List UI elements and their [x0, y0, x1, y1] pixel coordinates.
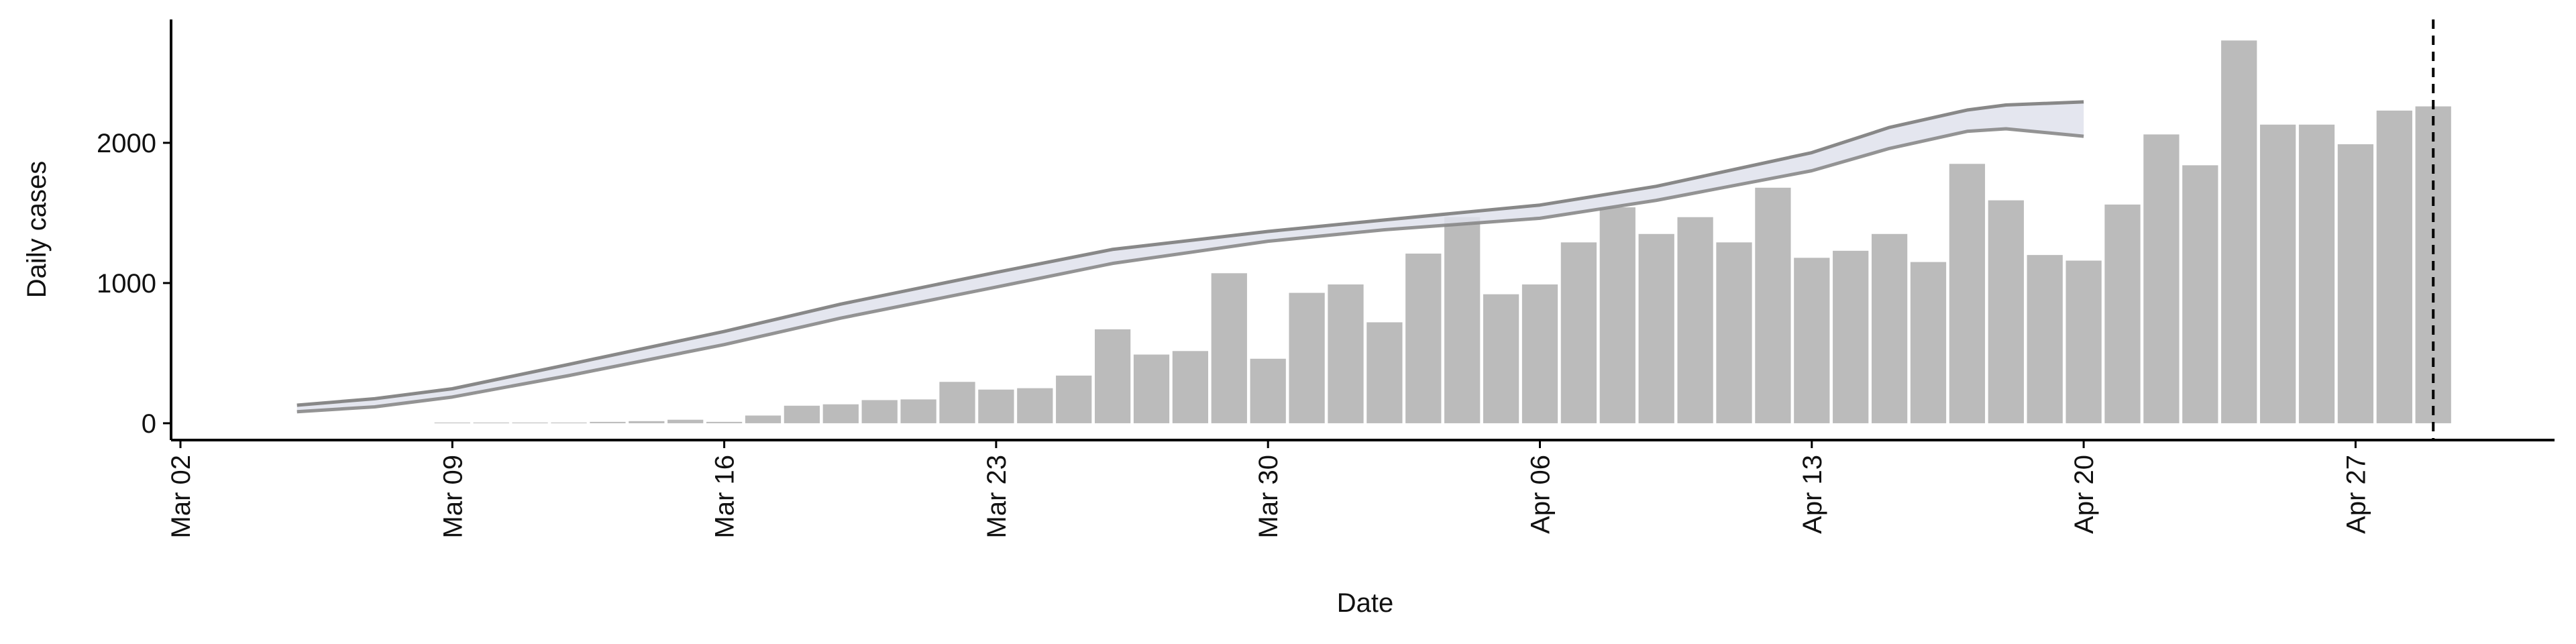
bar	[1949, 164, 1986, 423]
x-tick-label: Mar 30	[1254, 455, 1283, 539]
bar	[667, 419, 704, 423]
bar	[900, 399, 936, 423]
model-lower	[297, 127, 2084, 414]
bar	[1988, 200, 2024, 423]
bar	[1638, 233, 1674, 423]
x-axis-title: Date	[1337, 588, 1394, 618]
bar	[784, 405, 820, 423]
bar	[1405, 254, 1442, 423]
bar	[1794, 258, 1830, 423]
bar	[1716, 242, 1752, 423]
bar	[822, 404, 859, 423]
y-tick-label: 2000	[97, 129, 156, 158]
bar	[1833, 250, 1869, 423]
bar	[1211, 273, 1247, 423]
bar	[861, 400, 898, 423]
bar	[1483, 294, 1519, 423]
bar	[2221, 40, 2257, 423]
x-tick-label: Mar 16	[710, 455, 740, 539]
bar	[1250, 358, 1286, 423]
x-tick-label: Apr 06	[1526, 455, 1556, 534]
x-tick-label: Apr 20	[2070, 455, 2099, 534]
bar	[590, 421, 626, 423]
model-band	[297, 101, 2084, 412]
bar	[978, 389, 1014, 423]
bar	[2259, 124, 2296, 423]
bar	[939, 382, 975, 423]
bar	[1056, 375, 1092, 423]
bar	[1521, 284, 1558, 423]
bar	[1910, 262, 1947, 423]
bar	[2376, 110, 2412, 423]
x-tick-label: Apr 27	[2341, 455, 2371, 534]
bar	[1444, 217, 1481, 423]
y-tick-label: 0	[142, 409, 156, 439]
bar	[1755, 187, 1791, 423]
y-axis-title: Daily cases	[22, 161, 52, 299]
bar	[2337, 144, 2374, 423]
bar	[1328, 284, 1364, 423]
bar	[706, 421, 743, 423]
bar	[1094, 329, 1131, 423]
bar	[1366, 322, 1403, 423]
bar	[2143, 134, 2180, 423]
x-tick-label: Apr 13	[1798, 455, 1827, 534]
bar	[1289, 292, 1325, 423]
y-tick-label: 1000	[97, 269, 156, 299]
bar	[1172, 351, 1209, 423]
bar	[1560, 242, 1597, 423]
bar	[2298, 124, 2335, 423]
bar	[2182, 165, 2218, 423]
bar	[1133, 354, 1170, 423]
bar	[2065, 260, 2102, 423]
x-tick-label: Mar 09	[438, 455, 468, 539]
bar	[1017, 388, 1053, 423]
bar	[1871, 233, 1908, 423]
x-tick-label: Mar 23	[982, 455, 1012, 539]
bar	[2104, 204, 2141, 423]
bar	[629, 421, 665, 423]
bar	[2027, 255, 2063, 423]
bar	[1599, 207, 1635, 423]
x-tick-label: Mar 02	[166, 455, 196, 539]
bar	[745, 415, 782, 423]
model-upper	[297, 100, 2084, 407]
bar	[1677, 217, 1713, 423]
